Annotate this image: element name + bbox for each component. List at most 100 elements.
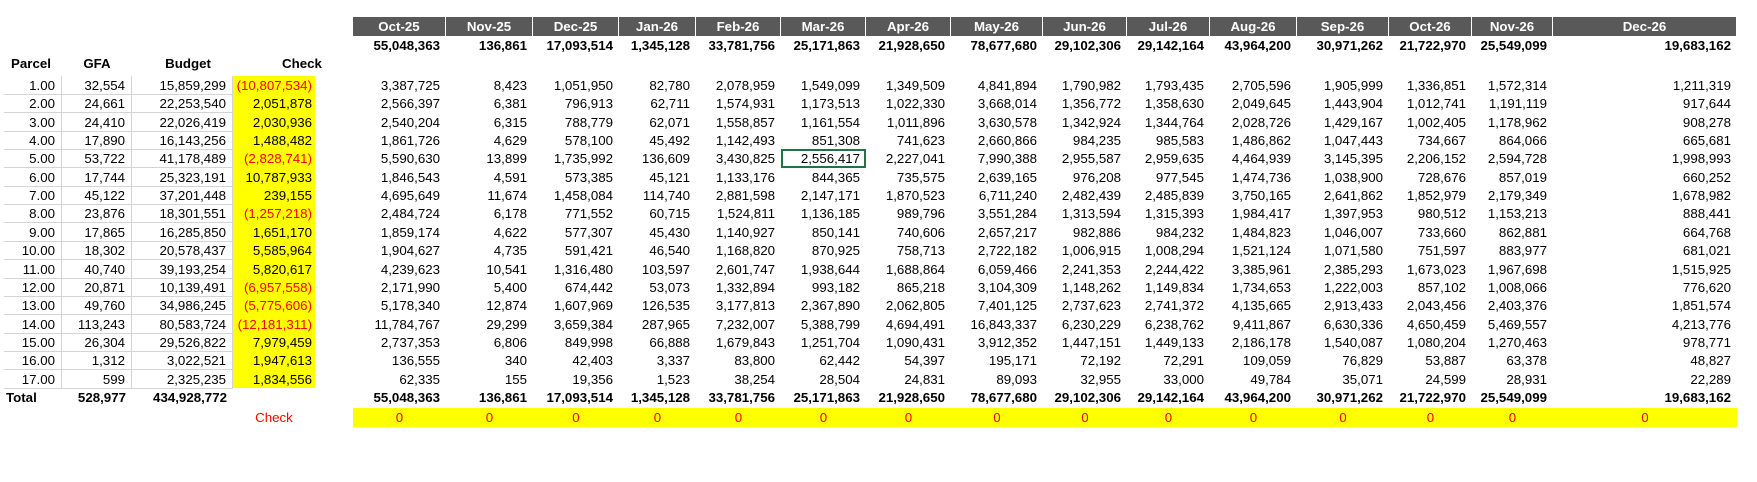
value-cell[interactable]: 1,149,834 (1144, 280, 1204, 295)
gfa-cell[interactable]: 45,122 (62, 186, 132, 205)
value-cell[interactable]: 1,984,417 (1231, 206, 1291, 221)
month-header-jul-26[interactable]: Jul-26 (1127, 17, 1209, 36)
value-cell[interactable]: 19,356 (572, 372, 613, 387)
month-header-jun-26[interactable]: Jun-26 (1043, 17, 1126, 36)
month-total-apr-26[interactable]: 21,928,650 (878, 38, 945, 53)
value-cell[interactable]: 1,222,003 (1323, 280, 1383, 295)
parcel-cell[interactable]: 12.00 (4, 278, 62, 297)
check-cell[interactable]: 1,834,556 (252, 372, 312, 387)
value-cell[interactable]: 844,365 (811, 170, 860, 185)
value-cell[interactable]: 89,093 (996, 372, 1037, 387)
value-cell[interactable]: 3,659,384 (553, 317, 613, 332)
value-cell[interactable]: 3,145,395 (1323, 151, 1383, 166)
budget-cell[interactable]: 37,201,448 (132, 186, 233, 205)
total-value[interactable]: 21,722,970 (1399, 390, 1466, 405)
gfa-cell[interactable]: 24,661 (62, 94, 132, 113)
total-value[interactable]: 1,345,128 (630, 390, 690, 405)
value-cell[interactable]: 13,899 (486, 151, 527, 166)
value-cell[interactable]: 1,191,119 (1488, 96, 1547, 111)
value-cell[interactable]: 1,136,185 (800, 206, 860, 221)
value-cell[interactable]: 2,705,596 (1231, 78, 1291, 93)
value-cell[interactable]: 2,078,959 (715, 78, 775, 93)
value-cell[interactable]: 976,208 (1072, 170, 1121, 185)
value-cell[interactable]: 1,524,811 (716, 206, 775, 221)
check-cell[interactable]: 239,155 (263, 188, 312, 203)
parcel-cell[interactable]: 17.00 (4, 370, 62, 389)
value-cell[interactable]: 8,423 (493, 78, 527, 93)
value-cell[interactable]: 728,676 (1417, 170, 1466, 185)
value-cell[interactable]: 2,043,456 (1406, 298, 1466, 313)
gfa-cell[interactable]: 599 (62, 370, 132, 389)
value-cell[interactable]: 1,006,915 (1061, 243, 1121, 258)
value-cell[interactable]: 1,734,653 (1231, 280, 1291, 295)
gfa-cell[interactable]: 32,554 (62, 76, 132, 95)
value-cell[interactable]: 1,447,151 (1061, 335, 1121, 350)
total-value[interactable]: 136,861 (478, 390, 527, 405)
value-cell[interactable]: 1,012,741 (1406, 96, 1466, 111)
value-cell[interactable]: 3,551,284 (977, 206, 1037, 221)
value-cell[interactable]: 62,711 (650, 96, 690, 111)
value-cell[interactable]: 1,332,894 (715, 280, 775, 295)
month-header-may-26[interactable]: May-26 (951, 17, 1042, 36)
value-cell[interactable]: 1,397,953 (1323, 206, 1383, 221)
value-cell[interactable]: 12,874 (486, 298, 527, 313)
month-header-oct-26[interactable]: Oct-26 (1389, 17, 1471, 36)
budget-cell[interactable]: 20,578,437 (132, 241, 233, 260)
value-cell[interactable]: 1,515,925 (1671, 262, 1731, 277)
value-cell[interactable]: 741,623 (896, 133, 945, 148)
value-cell[interactable]: 2,403,376 (1487, 298, 1547, 313)
value-cell[interactable]: 2,244,422 (1144, 262, 1204, 277)
value-cell[interactable]: 45,430 (649, 225, 690, 240)
gfa-cell[interactable]: 26,304 (62, 333, 132, 352)
value-cell[interactable]: 33,000 (1163, 372, 1204, 387)
value-cell[interactable]: 857,102 (1417, 280, 1466, 295)
budget-cell[interactable]: 25,323,191 (132, 168, 233, 187)
value-cell[interactable]: 1,251,704 (800, 335, 860, 350)
value-cell[interactable]: 1,904,627 (380, 243, 440, 258)
check-value[interactable]: 0 (993, 410, 1001, 425)
value-cell[interactable]: 2,955,587 (1061, 151, 1121, 166)
value-cell[interactable]: 1,047,443 (1323, 133, 1383, 148)
value-cell[interactable]: 340 (504, 353, 527, 368)
value-cell[interactable]: 751,597 (1417, 243, 1466, 258)
value-cell[interactable]: 16,843,337 (970, 317, 1037, 332)
value-cell[interactable]: 1,861,726 (380, 133, 440, 148)
value-cell[interactable]: 62,335 (399, 372, 440, 387)
value-cell[interactable]: 2,049,645 (1231, 96, 1291, 111)
value-cell[interactable]: 35,071 (1342, 372, 1383, 387)
gfa-cell[interactable]: 1,312 (62, 351, 132, 370)
value-cell[interactable]: 1,148,262 (1061, 280, 1121, 295)
value-cell[interactable]: 788,779 (564, 115, 613, 130)
value-cell[interactable]: 857,019 (1498, 170, 1547, 185)
value-cell[interactable]: 4,213,776 (1671, 317, 1731, 332)
value-cell[interactable]: 1,449,133 (1144, 335, 1204, 350)
value-cell[interactable]: 53,887 (1425, 353, 1466, 368)
value-cell[interactable]: 733,660 (1417, 225, 1466, 240)
value-cell[interactable]: 2,206,152 (1406, 151, 1466, 166)
value-cell[interactable]: 1,356,772 (1061, 96, 1121, 111)
value-cell[interactable]: 993,182 (811, 280, 860, 295)
value-cell[interactable]: 2,186,178 (1231, 335, 1291, 350)
value-cell[interactable]: 985,583 (1155, 133, 1204, 148)
value-cell[interactable]: 665,681 (1682, 133, 1731, 148)
value-cell[interactable]: 3,104,309 (977, 280, 1037, 295)
check-value[interactable]: 0 (1339, 410, 1347, 425)
gfa-header[interactable]: GFA (83, 56, 111, 71)
value-cell[interactable]: 62,071 (649, 115, 690, 130)
value-cell[interactable]: 2,959,635 (1144, 151, 1204, 166)
value-cell[interactable]: 870,925 (811, 243, 860, 258)
value-cell[interactable]: 6,381 (493, 96, 527, 111)
value-cell[interactable]: 1,313,594 (1061, 206, 1121, 221)
gfa-cell[interactable]: 23,876 (62, 204, 132, 223)
value-cell[interactable]: 1,846,543 (380, 170, 440, 185)
value-cell[interactable]: 1,142,493 (715, 133, 775, 148)
value-cell[interactable]: 1,344,764 (1144, 115, 1204, 130)
budget-cell[interactable]: 34,986,245 (132, 296, 233, 315)
value-cell[interactable]: 1,080,204 (1406, 335, 1466, 350)
parcel-header[interactable]: Parcel (11, 56, 51, 71)
value-cell[interactable]: 573,385 (564, 170, 613, 185)
value-cell[interactable]: 3,912,352 (977, 335, 1037, 350)
value-cell[interactable]: 1,038,900 (1323, 170, 1383, 185)
value-cell[interactable]: 6,178 (493, 206, 527, 221)
month-total-feb-26[interactable]: 33,781,756 (708, 38, 775, 53)
